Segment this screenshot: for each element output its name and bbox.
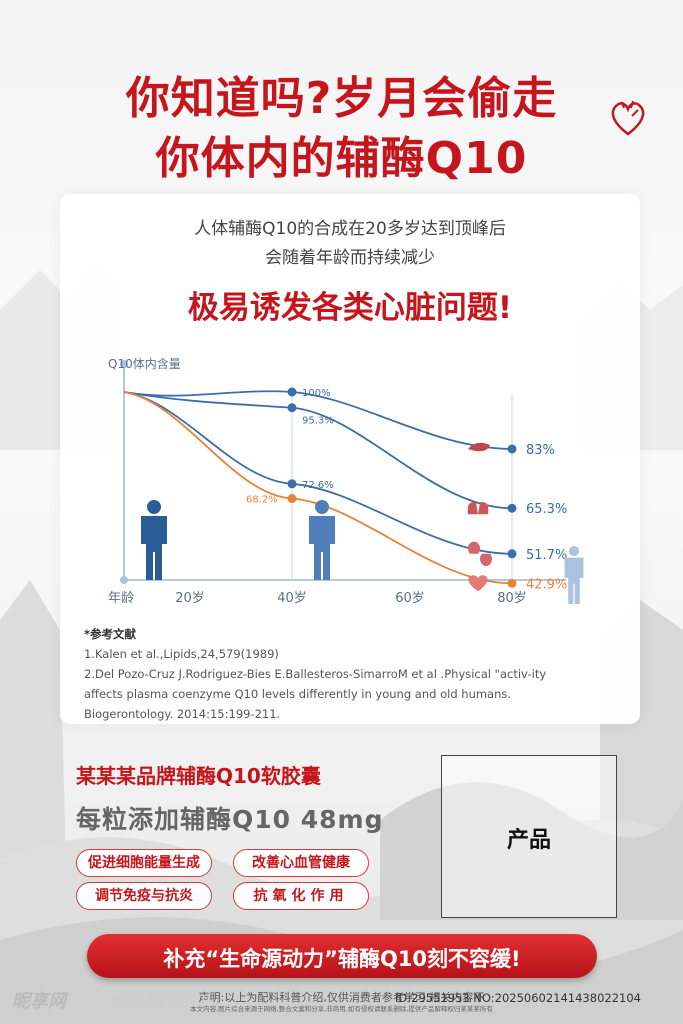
cta-banner-text: 补充“生命源动力”辅酶Q10刻不容缓! bbox=[163, 947, 521, 971]
watermark-url: www.nipic.com bbox=[112, 991, 210, 1006]
data-label-80: 83% bbox=[526, 443, 555, 458]
data-label-40: 95.3% bbox=[302, 416, 334, 427]
disclaimer-small: 本文内容,图片综合来源于网络,整合文案和分享,非商用,如有侵权请联系删除,提供产… bbox=[190, 1005, 493, 1013]
series-point-40-lung bbox=[287, 403, 297, 413]
x-tick-label: 60岁 bbox=[395, 591, 425, 606]
disclaimer: 声明:以上为配料科普介绍,仅供消费者参考学习,相关内容不 bbox=[198, 991, 485, 1004]
headline-line-2: 你体内的辅酶Q10 bbox=[155, 133, 528, 184]
info-card bbox=[60, 194, 640, 724]
person-80-figure bbox=[564, 546, 584, 604]
data-label-40: 68.2% bbox=[246, 495, 278, 506]
x-tick-label: 80岁 bbox=[497, 591, 527, 606]
y-axis-origin-dot bbox=[120, 360, 128, 368]
watermark-id: ID:29551953 NO:20250602141438022104 bbox=[395, 991, 641, 1005]
series-line-lung bbox=[123, 391, 513, 510]
cta-banner: 补充“生命源动力”辅酶Q10刻不容缓! bbox=[87, 934, 597, 978]
product-dose: 每粒添加辅酶Q10 48mg bbox=[76, 805, 384, 834]
liver-icon bbox=[468, 442, 490, 452]
headline-line-1: 你知道吗?岁月会偷走 bbox=[125, 73, 558, 124]
series-point-80-liver bbox=[507, 444, 517, 454]
data-label-80: 65.3% bbox=[526, 502, 567, 517]
reference-2: 2.Del Pozo-Cruz J.Rodriguez-Bies E.Balle… bbox=[84, 667, 547, 681]
data-label-40: 100% bbox=[302, 388, 331, 399]
references: *参考文献 1.Kalen et al.,Lipids,24,579(1989)… bbox=[84, 624, 644, 724]
reference-2-cont: affects plasma coenzyme Q10 levels diffe… bbox=[84, 687, 512, 701]
references-heading: *参考文献 bbox=[84, 627, 137, 641]
series-point-40-liver bbox=[287, 387, 297, 397]
x-axis-label: 年龄 bbox=[108, 591, 134, 606]
lungs-icon bbox=[467, 501, 489, 515]
product-brand: 某某某品牌辅酶Q10软胶囊 bbox=[76, 764, 321, 788]
x-tick-label: 20岁 bbox=[175, 591, 205, 606]
y-axis-label: Q10体内含量 bbox=[108, 356, 181, 371]
heart-organ-icon bbox=[468, 575, 488, 592]
reference-2-journal: Biogerontology. 2014:15:199-211. bbox=[84, 707, 281, 721]
product-image-placeholder: 产品 bbox=[441, 755, 617, 918]
benefit-tag: 促进细胞能量生成 bbox=[76, 849, 212, 877]
benefit-tag: 调节免疫与抗炎 bbox=[76, 882, 212, 910]
data-label-40: 72.6% bbox=[302, 480, 334, 491]
product-placeholder-label: 产品 bbox=[506, 828, 551, 853]
reference-1: 1.Kalen et al.,Lipids,24,579(1989) bbox=[84, 647, 279, 661]
warning-headline: 极易诱发各类心脏问题! bbox=[187, 290, 513, 326]
data-label-80: 42.9% bbox=[526, 577, 567, 592]
intro-line-1: 人体辅酶Q10的合成在20多岁达到顶峰后 bbox=[194, 219, 506, 239]
series-point-80-lung bbox=[507, 503, 517, 513]
intro-line-2: 会随着年龄而持续减少 bbox=[265, 248, 435, 268]
watermark-logo: 昵享网 bbox=[12, 991, 66, 1012]
benefit-tag: 抗氧化作用 bbox=[233, 882, 369, 910]
benefit-tag: 改善心血管健康 bbox=[233, 849, 369, 877]
data-label-80: 51.7% bbox=[526, 548, 567, 563]
x-axis-origin-dot bbox=[120, 576, 128, 584]
series-point-40-kidney bbox=[287, 479, 297, 489]
kidneys-icon bbox=[468, 541, 493, 567]
series-point-80-kidney bbox=[507, 549, 517, 559]
person-20-figure bbox=[141, 500, 167, 580]
heart-icon bbox=[611, 100, 645, 136]
series-point-40-heart bbox=[287, 494, 297, 504]
person-40-figure bbox=[309, 500, 335, 580]
x-tick-label: 40岁 bbox=[277, 591, 307, 606]
series-point-80-heart bbox=[507, 578, 517, 588]
